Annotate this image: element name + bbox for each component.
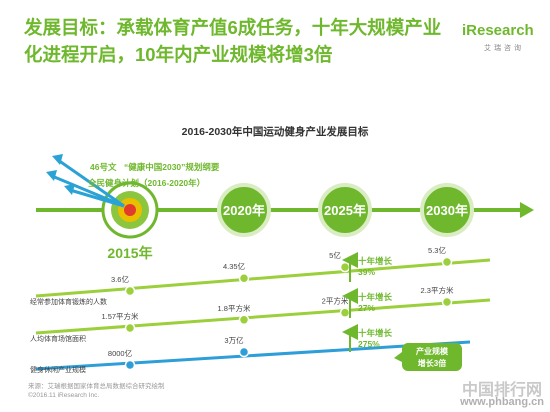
watermark-url: www.phbang.cn: [460, 396, 544, 408]
chart-title: 2016-2030年中国运动健身产业发展目标: [181, 126, 369, 138]
callout-line: 增长3倍: [418, 358, 446, 368]
data-label: 4.35亿: [223, 261, 246, 271]
policy-arrow: [69, 188, 125, 208]
callout-line: 产业规模: [416, 346, 449, 356]
series-line: [35, 340, 471, 371]
series-1-point: [124, 285, 136, 297]
data-label: 2.3平方米: [421, 285, 454, 295]
data-label: 2平方米: [322, 296, 349, 306]
data-label: 3万亿: [224, 335, 244, 345]
data-label: 1.57平方米: [101, 311, 139, 321]
source-note: 来源：艾瑞根据国家体育总局数据综合研究绘制: [28, 383, 165, 390]
milestone-label: 2015年: [107, 245, 152, 261]
callout-box: [402, 343, 462, 371]
policy-arrow-fletching: [52, 154, 63, 165]
series-1-point: [441, 256, 453, 268]
policy-label: 全民健身计划（2016-2020年）: [87, 178, 205, 188]
series-name: 健身休闲产业规模: [30, 365, 86, 374]
series-1-point: [238, 272, 250, 284]
callout-pointer: [394, 352, 402, 362]
iresearch-logo: iResearch 艾瑞咨询: [462, 22, 542, 62]
milestone-label: 2025年: [324, 203, 366, 218]
growth-label: 十年增长: [358, 292, 393, 302]
series-2-point: [124, 322, 136, 334]
growth-label: 十年增长: [358, 328, 393, 338]
series-2-point: [339, 307, 351, 318]
timeline-arrowhead: [520, 202, 534, 218]
target-bullseye: [124, 204, 136, 216]
milestone-label: 2030年: [426, 203, 468, 218]
data-label: 3.6亿: [111, 274, 129, 284]
copyright-note: ©2016.11 iResearch Inc.: [28, 392, 100, 399]
series-3-point: [124, 359, 136, 371]
growth-value: 27%: [358, 303, 375, 313]
watermark: 中国排行网 www.phbang.cn: [446, 374, 550, 412]
series-line: [35, 258, 491, 298]
milestone-circle: [318, 183, 372, 237]
policy-arrow: [57, 158, 125, 208]
data-label: 1.8平方米: [218, 303, 251, 313]
series-2-point: [238, 314, 250, 326]
series-name: 人均体育场馆面积: [30, 334, 86, 343]
growth-value: 39%: [358, 267, 375, 277]
policy-arrow-fletching: [46, 170, 57, 181]
data-label: 5亿: [329, 250, 341, 260]
milestone-circle: [420, 183, 474, 237]
policy-arrow-fletching: [64, 184, 75, 195]
series-line: [35, 298, 491, 335]
series-1-point: [339, 261, 351, 273]
growth-value: 275%: [358, 339, 380, 349]
series-2-point: [441, 296, 453, 308]
watermark-text: 中国排行网: [461, 382, 542, 399]
policy-label: “健康中国2030”规划纲要: [124, 162, 220, 172]
series-3-point: [238, 346, 250, 358]
page-title: 发展目标：承载体育产值6成任务，十年大规模产业化进程开启，10年内产业规模将增3…: [24, 17, 442, 65]
milestone-label: 2020年: [223, 203, 265, 218]
policy-label: 46号文: [90, 162, 117, 172]
series-name: 经常参加体育锻炼的人数: [30, 297, 107, 306]
logo-mark: iResearch: [462, 22, 534, 39]
data-label: 8000亿: [108, 348, 133, 358]
data-label: 5.3亿: [428, 245, 446, 255]
growth-label: 十年增长: [358, 256, 393, 266]
logo-subtitle: 艾瑞咨询: [484, 45, 524, 52]
milestone-circle: [217, 183, 271, 237]
